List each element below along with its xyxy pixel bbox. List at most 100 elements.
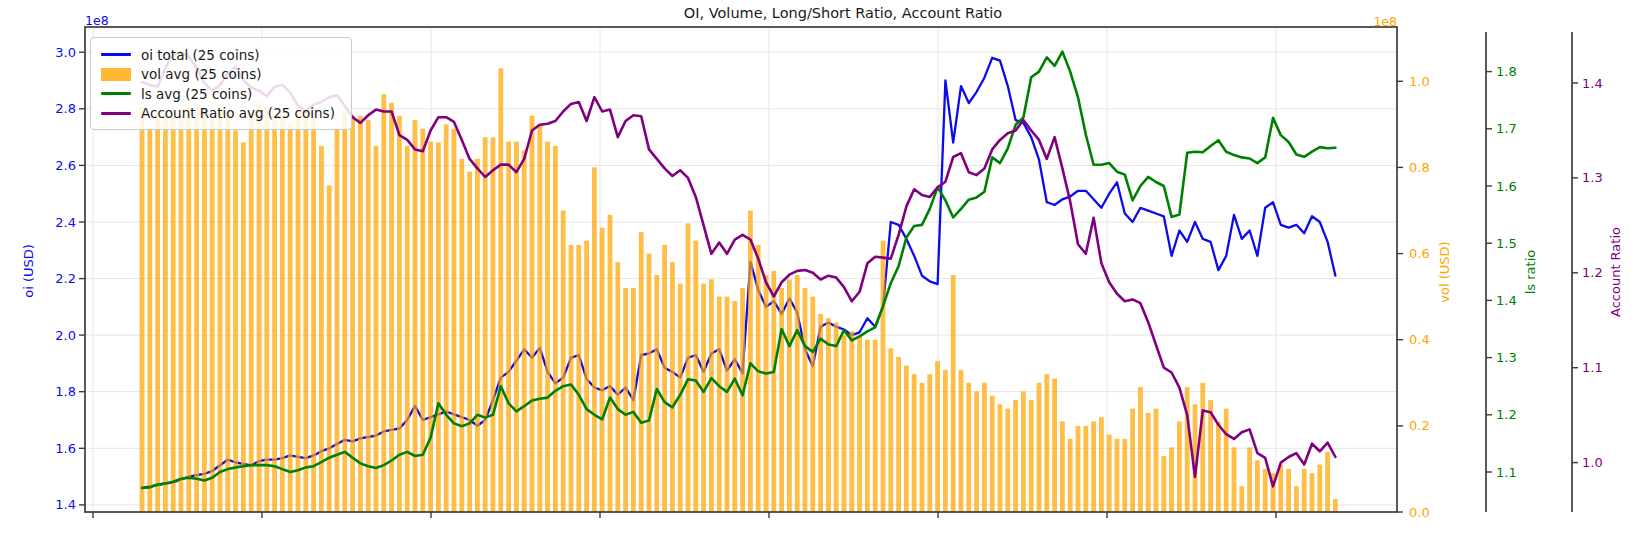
vol-bar	[202, 111, 207, 512]
vol-bar	[701, 284, 706, 512]
vol-bar	[1021, 391, 1026, 512]
vol-bar	[1161, 456, 1166, 512]
vol-bar	[498, 68, 503, 512]
vol-bar	[896, 357, 901, 512]
vol-bar	[350, 116, 355, 512]
vol-bar	[1263, 469, 1268, 512]
oi-tick-label: 2.6	[55, 158, 76, 173]
ls-axis-label: ls ratio	[1523, 207, 1541, 337]
vol-bar	[1247, 447, 1252, 512]
vol-bar	[693, 241, 698, 512]
vol-bar	[631, 288, 636, 512]
vol-tick-label: 0.4	[1409, 332, 1430, 347]
vol-bar	[826, 318, 831, 512]
vol-bar	[1224, 409, 1229, 512]
vol-bar	[842, 335, 847, 512]
oi-tick-label: 2.4	[55, 215, 76, 230]
vol-bar	[140, 107, 145, 512]
vol-bar	[491, 137, 496, 512]
vol-bar	[1083, 426, 1088, 512]
vol-bar	[857, 335, 862, 512]
vol-bar	[288, 124, 293, 512]
vol-bar	[155, 111, 160, 512]
vol-bar	[428, 142, 433, 512]
vol-bar	[779, 288, 784, 512]
vol-bar	[1169, 447, 1174, 512]
vol-bar	[530, 116, 535, 512]
vol-bar	[951, 275, 956, 512]
oi-tick-label: 2.0	[55, 328, 76, 343]
vol-bar	[163, 111, 168, 512]
vol-bar	[522, 150, 527, 512]
vol-bar	[592, 167, 597, 512]
vol-bar	[670, 262, 675, 512]
vol-bar	[459, 159, 464, 512]
vol-bar	[397, 116, 402, 512]
vol-bar	[732, 301, 737, 512]
oi-tick-label: 1.4	[55, 497, 76, 512]
legend: oi total (25 coins) vol avg (25 coins) l…	[90, 37, 352, 130]
ls-tick-label: 1.5	[1496, 236, 1517, 251]
vol-bar	[623, 288, 628, 512]
vol-bar	[912, 374, 917, 512]
vol-bar	[506, 142, 511, 512]
vol-bar	[1232, 447, 1237, 512]
vol-bar	[553, 146, 558, 512]
vol-bar	[927, 374, 932, 512]
vol-bar	[771, 271, 776, 512]
legend-item-oi: oi total (25 coins)	[101, 45, 341, 64]
vol-bar	[1216, 422, 1221, 513]
ls-tick-label: 1.8	[1496, 64, 1517, 79]
vol-bar	[615, 262, 620, 512]
account-ratio-tick-label: 1.0	[1582, 455, 1603, 470]
vol-bar	[257, 103, 262, 512]
vol-bar	[584, 241, 589, 512]
vol-bar	[1068, 439, 1073, 512]
vol-bar	[888, 348, 893, 512]
vol-bar	[210, 116, 215, 512]
vol-bar	[514, 142, 519, 512]
vol-bar	[1138, 387, 1143, 512]
oi-tick-label: 1.6	[55, 441, 76, 456]
account-ratio-tick-label: 1.2	[1582, 265, 1603, 280]
legend-item-vol: vol avg (25 coins)	[101, 65, 341, 84]
vol-bar	[241, 142, 246, 512]
ls-tick-label: 1.1	[1496, 465, 1517, 480]
vol-tick-label: 0.0	[1409, 505, 1430, 520]
oi-tick-label: 1.8	[55, 384, 76, 399]
vol-bar	[920, 383, 925, 512]
vol-bar	[374, 146, 379, 512]
oi-line-swatch	[101, 53, 131, 56]
vol-bar-swatch	[101, 68, 131, 81]
vol-bar	[1005, 409, 1010, 512]
vol-bar	[943, 370, 948, 512]
ls-line-swatch	[101, 92, 131, 95]
vol-bar	[1302, 469, 1307, 512]
legend-label: ls avg (25 coins)	[141, 86, 252, 102]
vol-bar	[1310, 473, 1315, 512]
vol-bar	[709, 279, 714, 512]
account-ratio-axis-label: Account Ratio	[1608, 207, 1626, 337]
legend-label: Account Ratio avg (25 coins)	[141, 105, 335, 121]
vol-bar	[147, 129, 152, 512]
vol-bar	[959, 370, 964, 512]
vol-bar	[810, 297, 815, 512]
vol-bar	[179, 116, 184, 512]
vol-bar	[1044, 374, 1049, 512]
vol-bar	[280, 116, 285, 512]
vol-bar	[1239, 486, 1244, 512]
vol-bar	[249, 116, 254, 512]
vol-bar	[1294, 486, 1299, 512]
vol-bar	[475, 159, 480, 512]
vol-bar	[366, 120, 371, 512]
vol-tick-label: 1.0	[1409, 74, 1430, 89]
vol-bar	[982, 383, 987, 512]
vol-bar	[272, 116, 277, 512]
vol-bar	[225, 111, 230, 512]
vol-bar	[264, 107, 269, 512]
vol-bar	[327, 186, 332, 513]
vol-bar	[436, 142, 441, 512]
vol-bar	[452, 129, 457, 512]
vol-bar	[1052, 379, 1057, 513]
vol-bar	[717, 297, 722, 512]
